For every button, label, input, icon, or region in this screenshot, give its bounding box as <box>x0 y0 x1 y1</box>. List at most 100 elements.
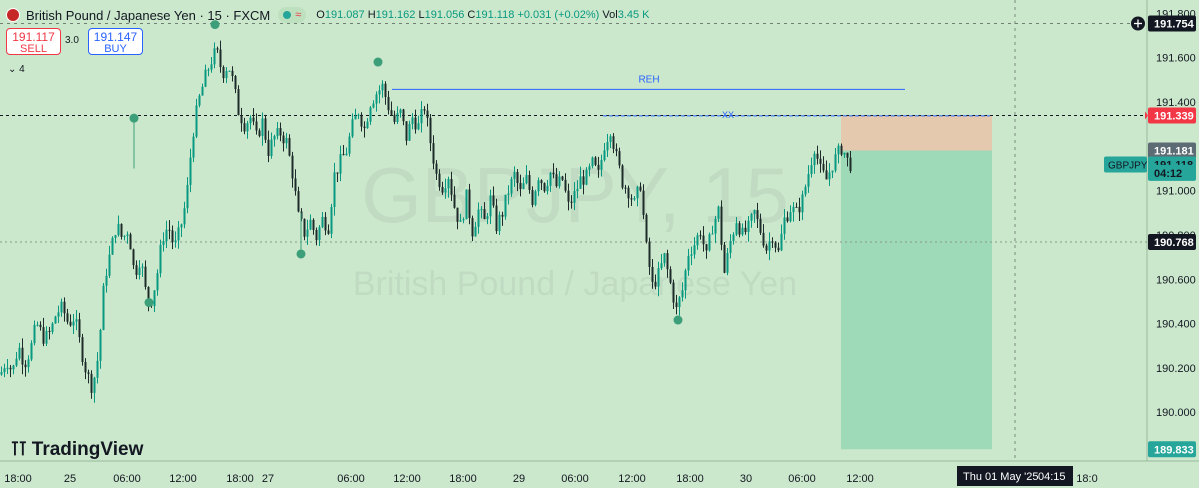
candle-body <box>360 114 363 127</box>
candle-body <box>63 301 66 314</box>
x-tick-label: 18:00 <box>4 473 32 485</box>
candle-body <box>594 157 597 165</box>
candle-body <box>789 212 792 222</box>
candle-body <box>717 206 720 219</box>
cursor-date-label: Thu 01 May '25 <box>963 471 1038 483</box>
candle-body <box>534 191 537 205</box>
candle-body <box>288 138 291 156</box>
candle-body <box>168 229 171 231</box>
candle-body <box>339 154 342 174</box>
candle-body <box>711 233 714 235</box>
candle-body <box>180 224 183 228</box>
x-tick-label: 12:00 <box>169 473 197 485</box>
candle-body <box>723 244 726 273</box>
y-tick-label: 190.400 <box>1156 319 1196 331</box>
candle-body <box>369 107 372 122</box>
candle-body <box>669 269 672 283</box>
candle-body <box>213 48 216 65</box>
replay-pill[interactable]: ≈ <box>278 7 307 23</box>
candle-body <box>741 227 744 235</box>
x-tick-label: 18:0 <box>1076 473 1097 485</box>
candle-body <box>840 145 843 155</box>
candle-body <box>783 217 786 234</box>
candle-body <box>132 249 135 266</box>
candle-body <box>402 109 405 122</box>
candle-body <box>438 173 441 187</box>
candle-body <box>408 123 411 141</box>
candle-body <box>249 117 252 124</box>
candle-body <box>636 186 639 199</box>
candle-body <box>336 172 339 174</box>
candle-body <box>645 214 648 242</box>
candle-body <box>207 69 210 71</box>
candle-body <box>66 313 69 322</box>
candle-body <box>528 175 531 190</box>
candle-body <box>639 186 642 191</box>
candle-body <box>597 164 600 170</box>
candle-body <box>246 123 249 132</box>
x-tick-label: 06:00 <box>337 473 365 485</box>
candle-body <box>624 187 627 189</box>
candle-body <box>564 179 567 191</box>
symbol-flag-icon <box>6 8 20 22</box>
candle-body <box>216 48 219 50</box>
candle-body <box>306 229 309 237</box>
candle-body <box>507 193 510 195</box>
x-tick-label: 27 <box>262 473 274 485</box>
candle-body <box>297 191 300 212</box>
candle-body <box>579 176 582 189</box>
wave-icon: ≈ <box>295 9 302 21</box>
stop-arrow <box>1145 111 1148 120</box>
candle-body <box>351 119 354 137</box>
candle-body <box>732 234 735 241</box>
candle-body <box>309 219 312 230</box>
candle-body <box>726 252 729 273</box>
candle-body <box>687 255 690 271</box>
candle-body <box>234 76 237 90</box>
candle-body <box>777 247 780 251</box>
candle-body <box>825 170 828 180</box>
candle-body <box>501 214 504 217</box>
candle-body <box>405 121 408 141</box>
sell-button[interactable]: 191.117 SELL <box>6 28 61 55</box>
candle-body <box>153 290 156 307</box>
tradingview-logo[interactable]: ⊺⊺ TradingView <box>10 438 144 461</box>
candle-body <box>735 223 738 235</box>
candle-body <box>138 267 141 275</box>
candle-body <box>108 254 111 276</box>
candle-body <box>738 223 741 235</box>
candle-body <box>615 148 618 152</box>
symbol-title[interactable]: British Pound / Japanese Yen · 15 · FXCM <box>26 7 271 23</box>
indicators-toggle[interactable]: ⌄ 4 <box>8 64 25 75</box>
candle-body <box>231 70 234 77</box>
candle-body <box>9 367 12 370</box>
candle-body <box>312 219 315 230</box>
candle-body <box>72 321 75 326</box>
buy-button[interactable]: 191.147 BUY <box>88 28 143 55</box>
candle-body <box>426 110 429 118</box>
candle-body <box>318 227 321 241</box>
candle-body <box>396 113 399 122</box>
candle-body <box>429 117 432 144</box>
price-label-box <box>1148 15 1196 32</box>
candle-body <box>327 230 330 234</box>
candle-body <box>102 285 105 330</box>
candle-body <box>345 153 348 156</box>
candle-body <box>87 372 90 374</box>
candle-body <box>780 233 783 251</box>
candle-body <box>381 83 384 91</box>
price-label: 191.339 <box>1154 110 1194 122</box>
candle-body <box>348 136 351 154</box>
candle-body <box>591 157 594 167</box>
candle-body <box>444 188 447 193</box>
price-label-box <box>1148 142 1196 159</box>
candle-body <box>225 71 228 79</box>
candle-body <box>567 190 570 202</box>
candle-body <box>54 316 57 324</box>
price-label: 191.181 <box>1154 145 1194 157</box>
candle-body <box>642 190 645 215</box>
symbol-tag: GBPJPY <box>1108 160 1148 171</box>
